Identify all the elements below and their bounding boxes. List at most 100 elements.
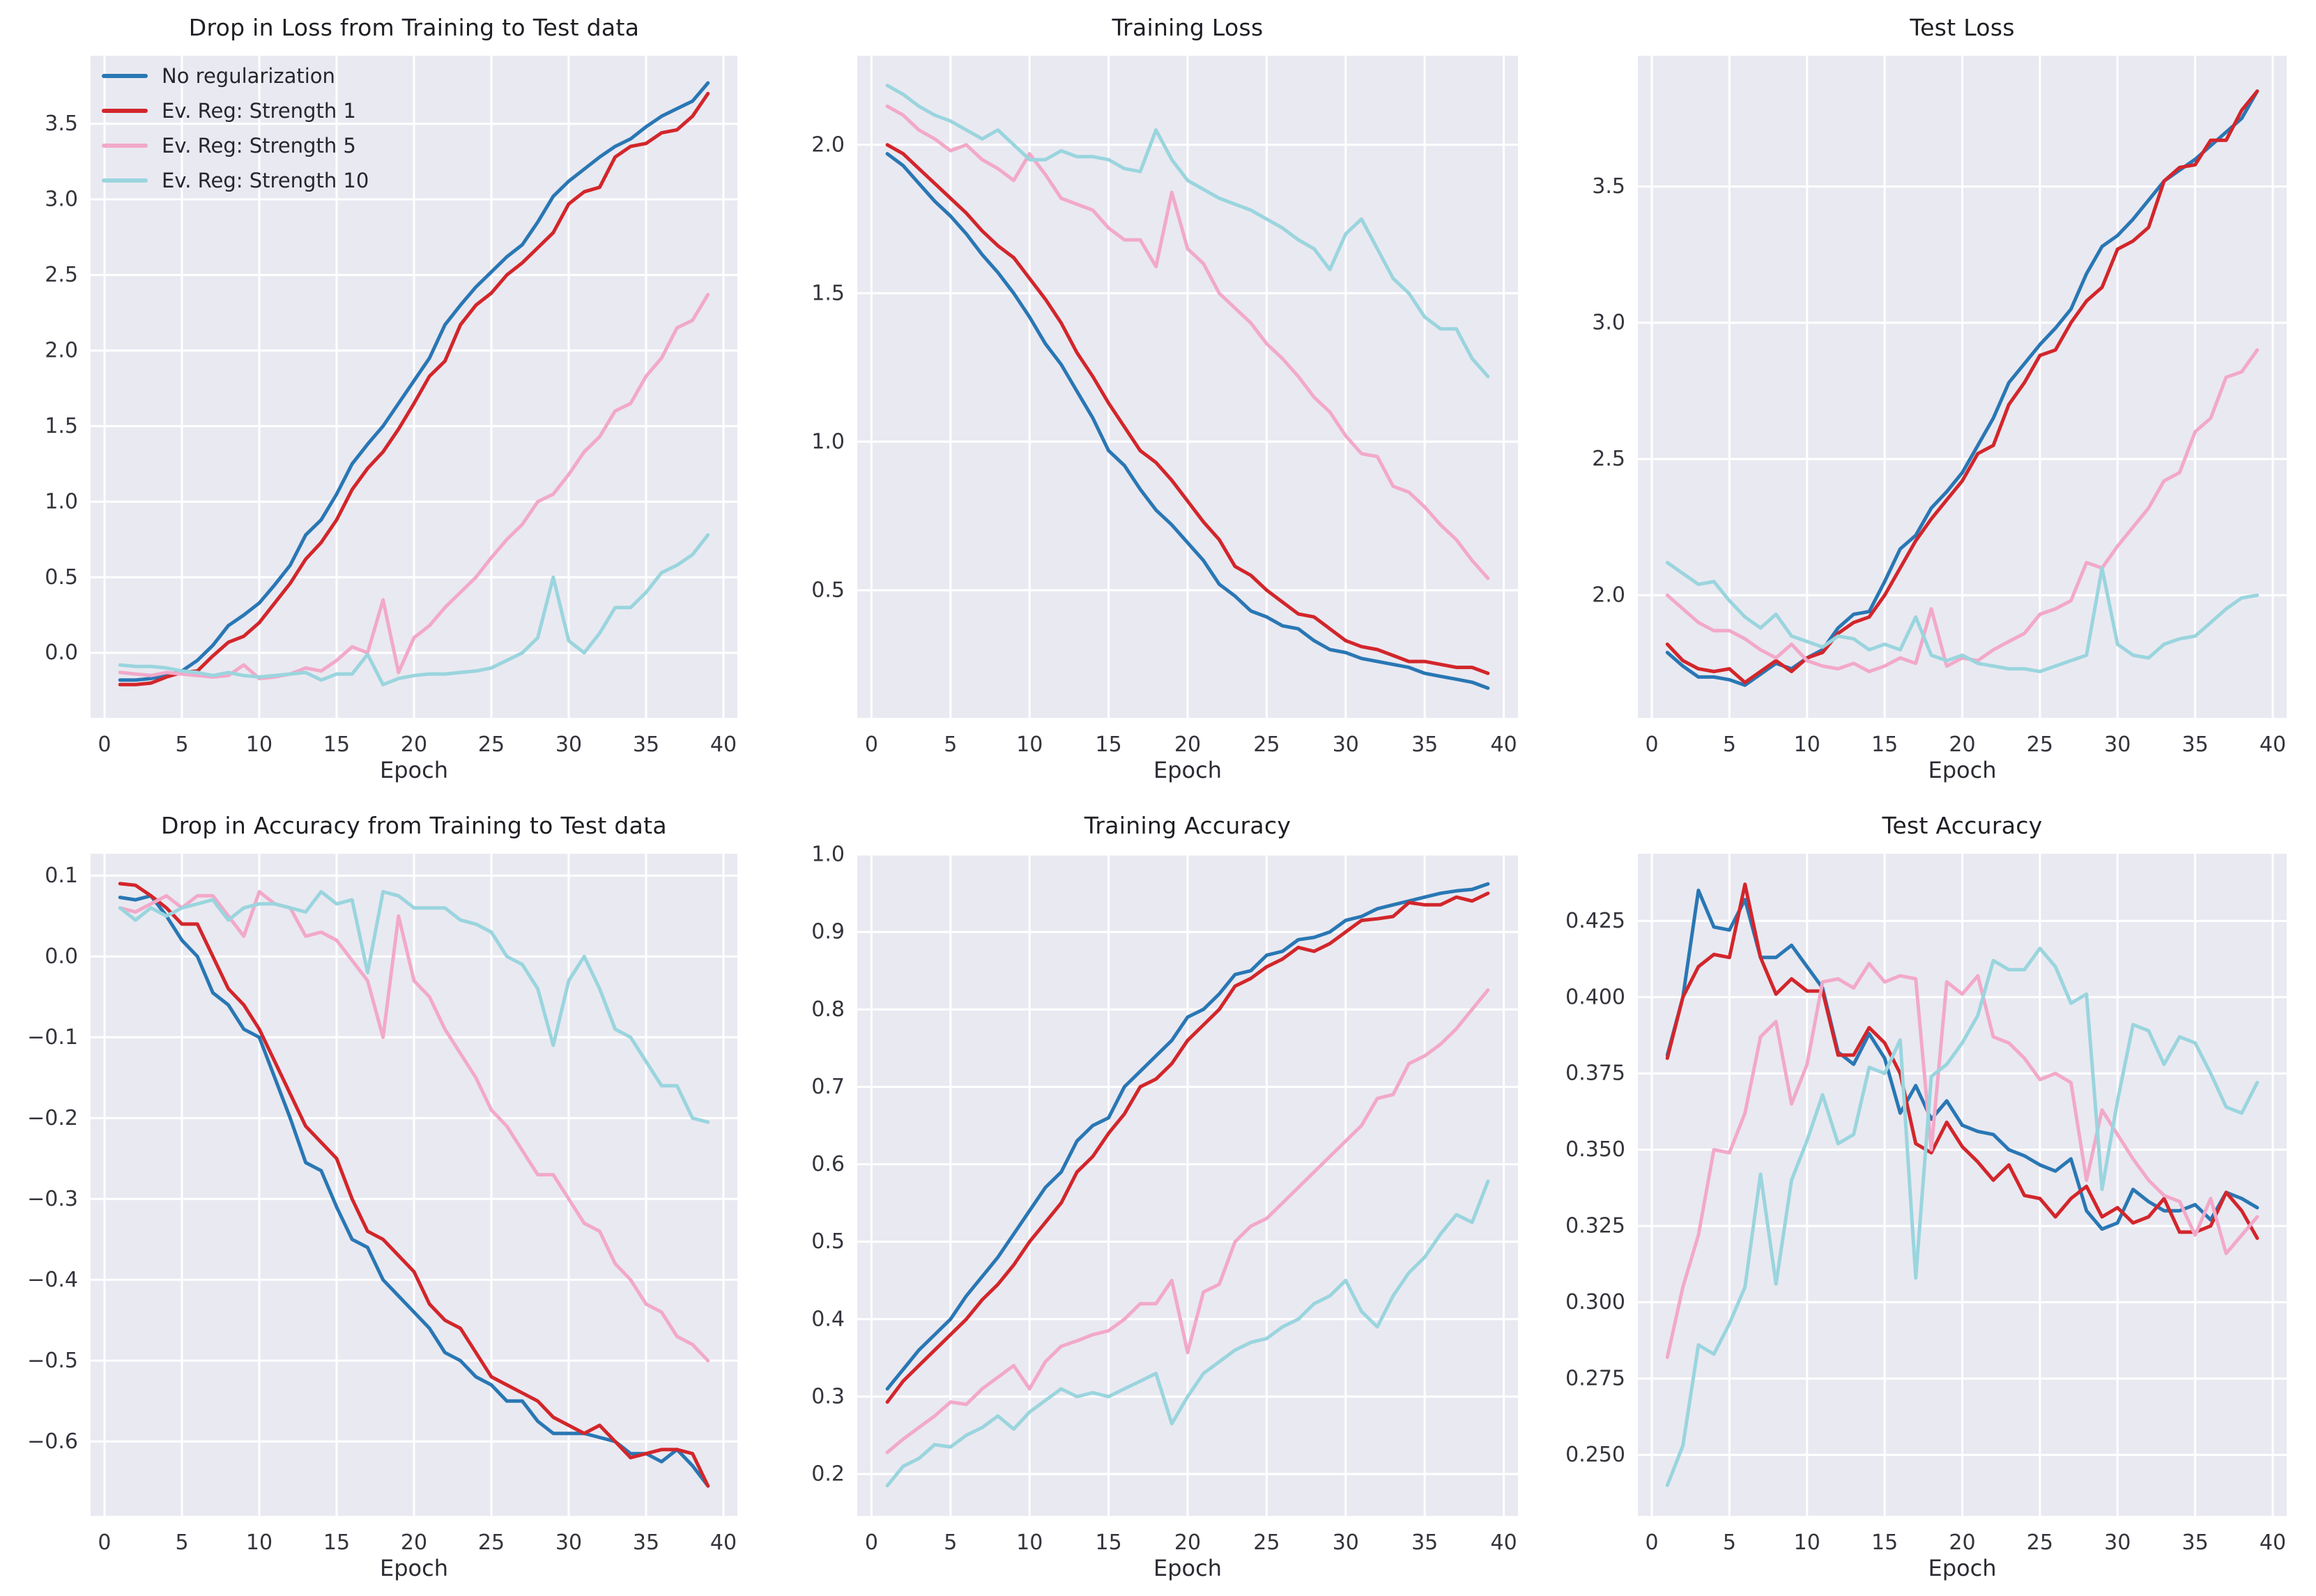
series-line: [118, 81, 710, 682]
x-axis-label: Epoch: [380, 1555, 448, 1581]
svg-text:5: 5: [175, 1530, 188, 1555]
plot-canvas-drop-accuracy: 0.1 0.0 −0.1 −0.2 −0.3 −0.4 −0.5 −0.6 0 5 10 15 20 25…: [27, 854, 737, 1555]
svg-text:2.5: 2.5: [1592, 447, 1625, 471]
legend-line-swatch: [102, 108, 148, 113]
chart-training-loss: 0.5 1.0 1.5 2.0 0 5 10 15 20 25 30 35 40 Training Lo…: [767, 0, 1547, 798]
series-line: [885, 1179, 1490, 1488]
svg-text:0.0: 0.0: [45, 640, 78, 665]
svg-text:−0.5: −0.5: [27, 1349, 78, 1373]
series-line: [118, 533, 710, 686]
gridlines: [1638, 56, 2287, 718]
svg-text:0: 0: [865, 1530, 878, 1555]
plot-canvas-test-loss: 2.0 2.5 3.0 3.5 0 5 10 15 20 25 30 35 40: [1592, 56, 2287, 757]
series-line: [1665, 560, 2260, 673]
svg-text:0: 0: [865, 732, 878, 757]
svg-text:20: 20: [1174, 732, 1201, 757]
chart-test-accuracy: 0.250 0.275 0.300 0.325 0.350 0.375 0.400 0.425…: [1547, 798, 2316, 1596]
svg-text:0: 0: [98, 1530, 111, 1555]
svg-text:20: 20: [1949, 732, 1975, 757]
svg-text:15: 15: [323, 1530, 350, 1555]
svg-text:−0.4: −0.4: [27, 1268, 78, 1292]
series-line: [885, 104, 1490, 581]
y-tick-labels: 0.250 0.275 0.300 0.325 0.350 0.375 0.400 0.425: [1565, 909, 1625, 1467]
svg-text:30: 30: [1333, 732, 1359, 757]
svg-text:0.325: 0.325: [1565, 1214, 1625, 1238]
svg-text:2.0: 2.0: [1592, 583, 1625, 608]
svg-text:25: 25: [478, 1530, 505, 1555]
svg-text:0.425: 0.425: [1565, 909, 1625, 933]
svg-text:−0.6: −0.6: [27, 1429, 78, 1454]
svg-text:10: 10: [1794, 1530, 1820, 1555]
svg-text:35: 35: [633, 1530, 659, 1555]
series-line: [885, 143, 1490, 675]
legend-item: Ev. Reg: Strength 5: [102, 132, 369, 158]
svg-text:10: 10: [246, 1530, 273, 1555]
series-line: [1665, 348, 2260, 673]
legend-item: Ev. Reg: Strength 1: [102, 98, 369, 123]
svg-text:0.300: 0.300: [1565, 1290, 1625, 1314]
svg-text:1.0: 1.0: [811, 429, 845, 454]
legend-label: Ev. Reg: Strength 1: [162, 98, 356, 123]
legend-label: Ev. Reg: Strength 5: [162, 133, 356, 158]
series-line: [1665, 89, 2260, 684]
svg-text:0: 0: [98, 732, 111, 757]
svg-text:0: 0: [1645, 1530, 1658, 1555]
x-tick-labels: 0 5 10 15 20 25 30 35 40: [1645, 732, 2286, 757]
chart-training-accuracy: 0.2 0.3 0.4 0.5 0.6 0.7 0.8 0.9 1.0 0 5 10 15 20 25 30 3…: [767, 798, 1547, 1596]
y-tick-labels: 2.0 2.5 3.0 3.5: [1592, 174, 1625, 607]
svg-text:30: 30: [2104, 1530, 2131, 1555]
x-tick-labels: 0 5 10 15 20 25 30 35 40: [865, 1530, 1517, 1555]
svg-text:0.5: 0.5: [811, 1229, 845, 1254]
svg-text:1.5: 1.5: [45, 414, 78, 438]
series-line: [1665, 882, 2260, 1241]
x-axis-label: Epoch: [1928, 1555, 1997, 1581]
chart-title: Test Loss: [1910, 14, 2015, 41]
svg-text:20: 20: [401, 1530, 427, 1555]
svg-text:0.0: 0.0: [45, 944, 78, 969]
svg-text:0.1: 0.1: [45, 864, 78, 888]
series-line: [118, 893, 710, 1488]
chart-drop-accuracy: 0.1 0.0 −0.1 −0.2 −0.3 −0.4 −0.5 −0.6 0 5 10 15 20 25…: [0, 798, 767, 1596]
svg-text:5: 5: [175, 732, 188, 757]
legend-label: No regularization: [162, 63, 335, 88]
svg-text:20: 20: [1174, 1530, 1201, 1555]
x-axis-label: Epoch: [1153, 1555, 1222, 1581]
plot-canvas-training-loss: 0.5 1.0 1.5 2.0 0 5 10 15 20 25 30 35 40: [811, 56, 1518, 757]
svg-text:35: 35: [2181, 732, 2208, 757]
svg-text:35: 35: [1411, 1530, 1438, 1555]
svg-text:2.0: 2.0: [45, 338, 78, 362]
x-tick-labels: 0 5 10 15 20 25 30 35 40: [865, 732, 1517, 757]
chart-title: Drop in Loss from Training to Test data: [188, 14, 640, 41]
series-line: [118, 890, 710, 1363]
x-tick-labels: 0 5 10 15 20 25 30 35 40: [98, 732, 737, 757]
svg-text:20: 20: [401, 732, 427, 757]
svg-text:3.0: 3.0: [45, 187, 78, 212]
series-line: [885, 152, 1490, 690]
x-axis-label: Epoch: [380, 757, 448, 783]
svg-text:25: 25: [2027, 732, 2053, 757]
svg-text:0.8: 0.8: [811, 997, 845, 1022]
svg-text:10: 10: [246, 732, 273, 757]
legend-item: Ev. Reg: Strength 10: [102, 167, 369, 193]
svg-text:25: 25: [478, 732, 505, 757]
x-axis-label: Epoch: [1928, 757, 1997, 783]
svg-text:0.2: 0.2: [811, 1462, 845, 1487]
x-tick-labels: 0 5 10 15 20 25 30 35 40: [1645, 1530, 2286, 1555]
gridlines: [91, 854, 737, 1516]
series-line: [1665, 889, 2260, 1231]
svg-text:2.5: 2.5: [45, 263, 78, 287]
svg-text:15: 15: [323, 732, 350, 757]
svg-text:−0.3: −0.3: [27, 1187, 78, 1211]
svg-text:40: 40: [710, 732, 737, 757]
y-tick-labels: 0.5 1.0 1.5 2.0: [811, 132, 845, 602]
chart-title: Training Accuracy: [1084, 812, 1291, 839]
svg-text:10: 10: [1016, 732, 1043, 757]
y-tick-labels: 0.1 0.0 −0.1 −0.2 −0.3 −0.4 −0.5 −0.6: [27, 864, 78, 1454]
svg-text:15: 15: [1871, 732, 1898, 757]
x-axis-label: Epoch: [1153, 757, 1222, 783]
svg-text:3.0: 3.0: [1592, 311, 1625, 335]
legend-line-swatch: [102, 73, 148, 78]
series-line: [118, 91, 710, 686]
svg-text:40: 40: [1490, 1530, 1517, 1555]
